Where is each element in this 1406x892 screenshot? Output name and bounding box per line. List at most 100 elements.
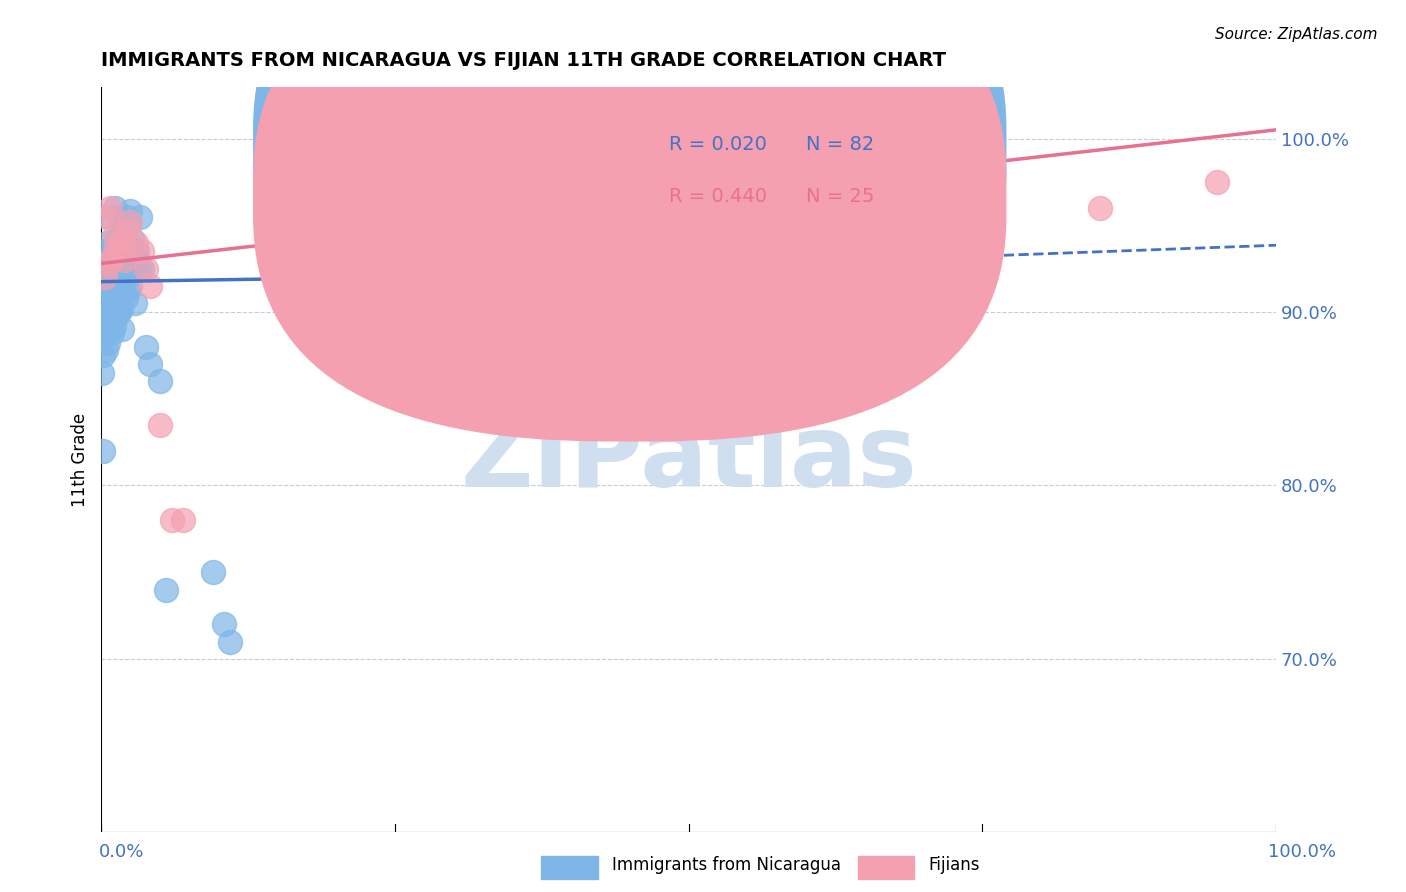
Point — [118, 256, 141, 270]
Text: R = 0.440: R = 0.440 — [668, 186, 766, 206]
Point — [100, 201, 122, 215]
Point — [111, 235, 134, 250]
Point — [114, 215, 136, 229]
Point — [100, 250, 122, 264]
Point — [93, 348, 115, 362]
Text: IMMIGRANTS FROM NICARAGUA VS FIJIAN 11TH GRADE CORRELATION CHART: IMMIGRANTS FROM NICARAGUA VS FIJIAN 11TH… — [101, 51, 946, 70]
Point — [104, 291, 127, 305]
Text: 100.0%: 100.0% — [1268, 843, 1336, 861]
Point — [100, 210, 122, 224]
Point — [214, 617, 236, 632]
Point — [98, 309, 121, 323]
Point — [104, 250, 127, 264]
Point — [98, 256, 121, 270]
Text: Fijians: Fijians — [928, 856, 980, 874]
Point — [100, 309, 122, 323]
Point — [155, 582, 177, 597]
Point — [107, 305, 129, 319]
Point — [93, 296, 115, 310]
Point — [91, 331, 114, 345]
Point — [219, 634, 242, 648]
Point — [117, 284, 139, 298]
Point — [105, 244, 128, 259]
Point — [127, 244, 149, 259]
Point — [93, 279, 115, 293]
Text: Source: ZipAtlas.com: Source: ZipAtlas.com — [1215, 27, 1378, 42]
Point — [912, 157, 935, 171]
Point — [128, 210, 150, 224]
Point — [100, 326, 122, 340]
Point — [110, 301, 132, 316]
Point — [114, 291, 136, 305]
Point — [105, 239, 128, 253]
Point — [125, 252, 148, 267]
Point — [93, 270, 115, 285]
Point — [107, 244, 129, 259]
Point — [97, 256, 120, 270]
Point — [111, 232, 134, 246]
Point — [98, 267, 121, 281]
Text: 0.0%: 0.0% — [98, 843, 143, 861]
Text: ZIPatlas: ZIPatlas — [460, 411, 917, 508]
Point — [101, 256, 124, 270]
Point — [105, 267, 128, 281]
Point — [107, 232, 129, 246]
Point — [105, 291, 128, 305]
Point — [100, 284, 122, 298]
Point — [103, 318, 125, 333]
Point — [96, 318, 118, 333]
Point — [118, 215, 141, 229]
Point — [131, 261, 153, 276]
Point — [120, 204, 142, 219]
Point — [93, 443, 115, 458]
Point — [104, 227, 127, 241]
Point — [121, 250, 143, 264]
Point — [135, 340, 157, 354]
Point — [115, 210, 138, 224]
Point — [115, 221, 138, 235]
Text: N = 82: N = 82 — [806, 136, 875, 154]
FancyBboxPatch shape — [254, 0, 1005, 392]
Point — [97, 291, 120, 305]
Y-axis label: 11th Grade: 11th Grade — [72, 412, 89, 507]
Point — [101, 261, 124, 276]
Point — [112, 274, 135, 288]
Point — [120, 279, 142, 293]
Point — [111, 322, 134, 336]
Point — [139, 279, 162, 293]
FancyBboxPatch shape — [254, 0, 1005, 441]
Point — [125, 235, 148, 250]
Point — [94, 343, 117, 358]
Point — [201, 565, 224, 579]
Point — [94, 270, 117, 285]
Point — [107, 284, 129, 298]
Point — [149, 375, 172, 389]
Point — [972, 149, 994, 163]
Point — [96, 210, 118, 224]
Point — [149, 417, 172, 432]
Point — [107, 239, 129, 253]
Point — [117, 239, 139, 253]
Point — [114, 221, 136, 235]
Point — [103, 274, 125, 288]
Point — [128, 261, 150, 276]
Text: Immigrants from Nicaragua: Immigrants from Nicaragua — [612, 856, 841, 874]
Point — [112, 250, 135, 264]
Point — [108, 221, 131, 235]
Point — [94, 314, 117, 328]
Point — [172, 513, 194, 527]
FancyBboxPatch shape — [582, 112, 935, 235]
Point — [110, 274, 132, 288]
Point — [115, 267, 138, 281]
Point — [96, 235, 118, 250]
Point — [114, 267, 136, 281]
Point — [91, 366, 114, 380]
Point — [124, 296, 146, 310]
Point — [111, 232, 134, 246]
Point — [135, 261, 157, 276]
Point — [107, 227, 129, 241]
Point — [98, 252, 121, 267]
Point — [139, 357, 162, 371]
Point — [107, 309, 129, 323]
Point — [121, 232, 143, 246]
